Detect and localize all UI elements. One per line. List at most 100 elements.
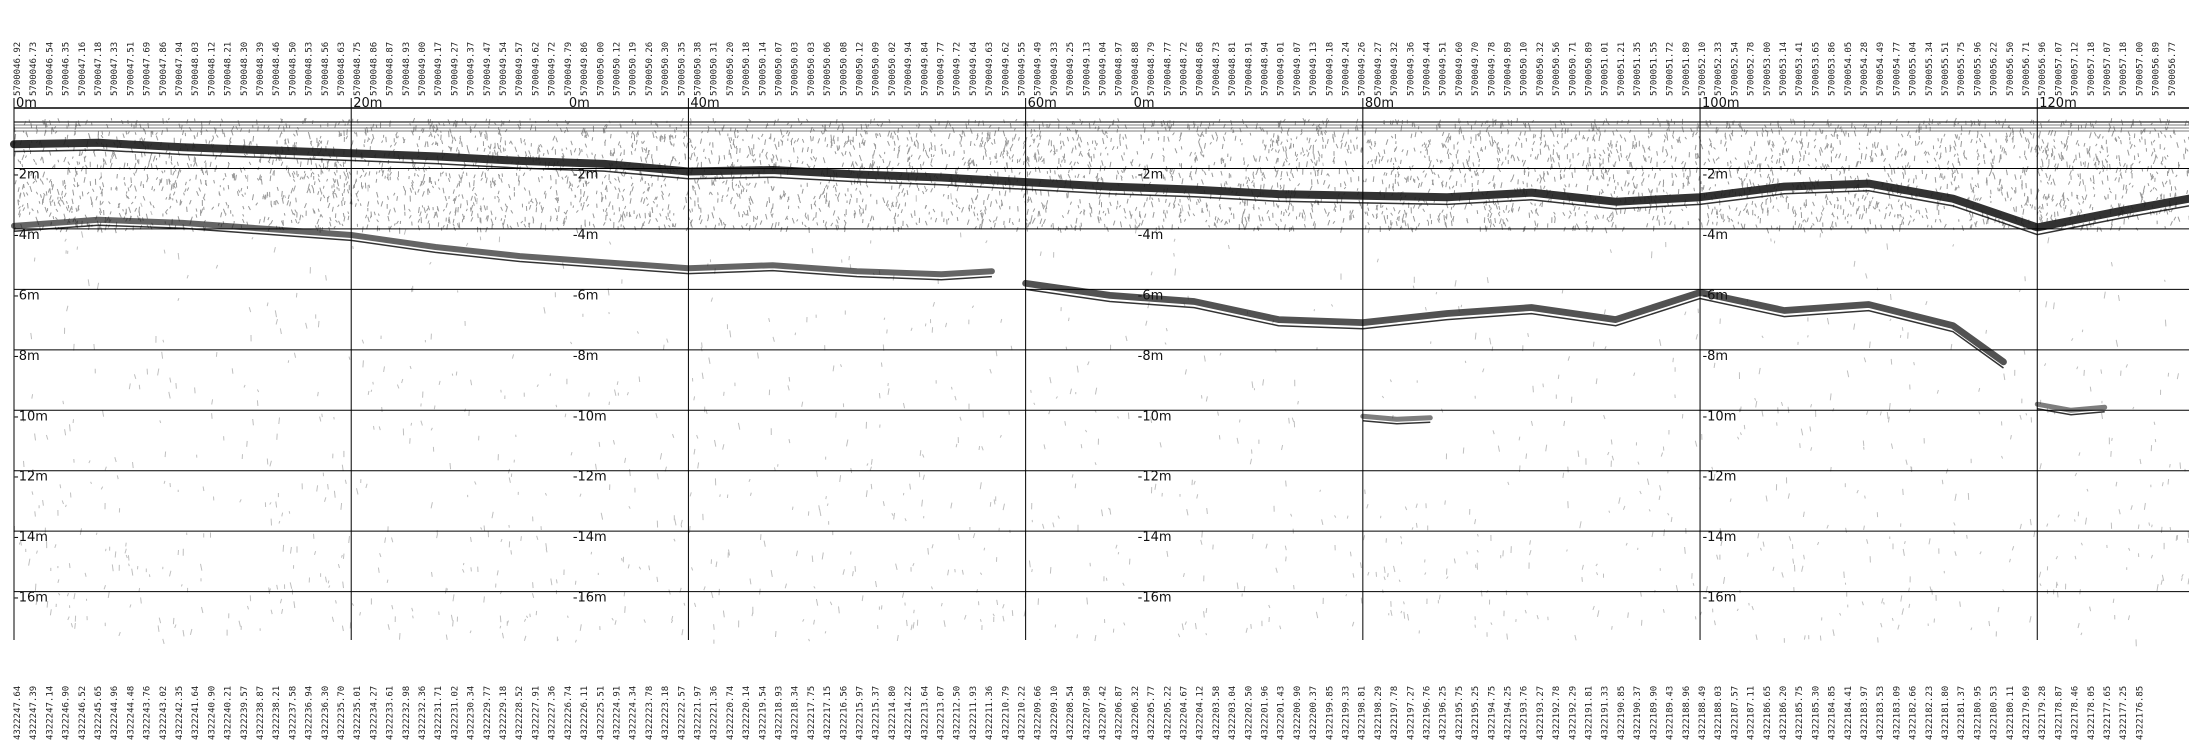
top-coordinate-label: 5700056.71 [2022, 42, 2032, 96]
bottom-coordinate-label: 4322231.02 [450, 686, 460, 740]
top-coordinate-label: 5700057.07 [2103, 42, 2113, 96]
top-coordinate-label: 5700049.32 [1390, 42, 1400, 96]
top-coordinate-label: 5700049.27 [450, 42, 460, 96]
bottom-coordinate-label: 4322182.23 [1925, 686, 1935, 740]
top-coordinate-label: 5700051.55 [1649, 42, 1659, 96]
bottom-coordinate-label: 4322185.30 [1811, 686, 1821, 740]
bottom-coordinate-label: 4322236.94 [305, 686, 315, 740]
top-coordinate-label: 5700054.49 [1876, 42, 1886, 96]
reflector-layer [10, 138, 2189, 425]
bottom-coordinate-label: 4322235.70 [337, 686, 347, 740]
bottom-coordinate-label: 4322240.90 [207, 686, 217, 740]
top-coordinate-label: 5700046.73 [29, 42, 39, 96]
bottom-coordinate-label: 4322193.76 [1520, 686, 1530, 740]
top-coordinate-label: 5700054.28 [1860, 42, 1870, 96]
bottom-coordinate-label: 4322243.02 [159, 686, 169, 740]
bottom-coordinate-label: 4322184.41 [1844, 686, 1854, 740]
bottom-coordinate-label: 4322206.32 [1131, 686, 1141, 740]
bottom-coordinate-label: 4322193.27 [1536, 686, 1546, 740]
bottom-coordinate-label: 4322228.52 [515, 686, 525, 740]
x-tick-label: 40m [690, 96, 719, 111]
bottom-coordinate-label: 4322222.57 [677, 686, 687, 740]
depth-tick-label: -6m [14, 288, 40, 303]
bottom-coordinate-label: 4322191.81 [1585, 686, 1595, 740]
top-coordinate-label: 5700050.07 [775, 42, 785, 96]
bottom-coordinate-label: 4322217.75 [807, 686, 817, 740]
top-coordinate-label: 5700055.96 [1973, 42, 1983, 96]
bottom-coordinate-label: 4322181.37 [1957, 686, 1967, 740]
bottom-coordinate-label: 4322238.87 [256, 686, 266, 740]
top-coordinate-label: 5700049.24 [1342, 42, 1352, 96]
bottom-coordinate-label: 4322176.85 [2135, 686, 2145, 740]
top-coordinate-label: 5700047.94 [175, 42, 185, 96]
x-extra-label: 0m [1134, 96, 1155, 111]
depth-tick-label: -14m [573, 530, 607, 545]
top-coordinate-label: 5700048.30 [240, 42, 250, 96]
bottom-coordinate-label: 4322236.30 [321, 686, 331, 740]
bottom-coordinate-label: 4322199.85 [1325, 686, 1335, 740]
top-coordinate-label: 5700053.14 [1779, 42, 1789, 96]
top-coordinate-label: 5700052.54 [1730, 42, 1740, 96]
x-extra-label: 0m [569, 96, 590, 111]
bottom-coordinate-label: 4322234.27 [369, 686, 379, 740]
bottom-coordinate-label: 4322201.96 [1261, 686, 1271, 740]
top-coordinate-label: 5700049.13 [1309, 42, 1319, 96]
bottom-coordinate-label: 4322215.97 [856, 686, 866, 740]
bottom-coordinate-label: 4322210.22 [1018, 686, 1028, 740]
bottom-coordinate-label: 4322186.20 [1779, 686, 1789, 740]
top-coordinate-label: 5700049.60 [1455, 42, 1465, 96]
top-coordinate-label: 5700051.72 [1666, 42, 1676, 96]
top-coordinate-label: 5700049.62 [531, 42, 541, 96]
top-coordinate-label: 5700050.08 [839, 42, 849, 96]
top-coordinate-label: 5700048.46 [272, 42, 282, 96]
bottom-coordinate-label: 4322178.05 [2087, 686, 2097, 740]
bottom-coordinate-label: 4322197.78 [1390, 686, 1400, 740]
top-coordinate-label: 5700049.77 [937, 42, 947, 96]
top-coordinate-label: 5700048.72 [1180, 42, 1190, 96]
top-coordinate-label: 5700049.04 [1099, 42, 1109, 96]
top-coordinate-label: 5700048.68 [1196, 42, 1206, 96]
top-coordinate-label: 5700049.79 [564, 42, 574, 96]
bottom-coordinate-label: 4322225.51 [596, 686, 606, 740]
bottom-coordinate-label: 4322196.76 [1423, 686, 1433, 740]
reflector-1-echo [13, 149, 2189, 236]
bottom-coordinate-label: 4322207.42 [1099, 686, 1109, 740]
depth-tick-label: -8m [573, 349, 599, 364]
bottom-coordinate-label: 4322220.14 [742, 686, 752, 740]
bottom-coordinate-label: 4322213.64 [920, 686, 930, 740]
top-coordinate-label: 5700052.33 [1714, 42, 1724, 96]
top-coordinate-label: 5700048.53 [305, 42, 315, 96]
bottom-coordinate-label: 4322209.10 [1050, 686, 1060, 740]
top-coordinate-label: 5700048.21 [224, 42, 234, 96]
top-coordinate-label: 5700050.26 [645, 42, 655, 96]
depth-tick-label: -14m [1702, 530, 1736, 545]
top-coordinate-label: 5700046.54 [45, 42, 55, 96]
bottom-coordinate-label: 4322226.74 [564, 686, 574, 740]
bottom-coordinate-label: 4322178.87 [2054, 686, 2064, 740]
depth-tick-label: -2m [1138, 167, 1164, 182]
top-coordinate-label: 5700048.87 [386, 42, 396, 96]
bottom-coordinate-label: 4322247.39 [29, 686, 39, 740]
bottom-coordinate-label: 4322211.93 [969, 686, 979, 740]
bottom-coordinate-label: 4322179.69 [2022, 686, 2032, 740]
top-coordinate-label: 5700049.01 [1277, 42, 1287, 96]
bottom-coordinate-label: 4322214.22 [904, 686, 914, 740]
top-coordinate-label: 5700047.18 [94, 42, 104, 96]
x-tick-label: 120m [2039, 96, 2076, 111]
top-coordinate-label: 5700048.56 [321, 42, 331, 96]
top-coordinate-label: 5700050.38 [694, 42, 704, 96]
top-coordinate-label: 5700047.86 [159, 42, 169, 96]
bottom-coordinate-label: 4322231.71 [434, 686, 444, 740]
top-coordinate-label: 5700049.36 [1406, 42, 1416, 96]
bottom-coordinate-label: 4322221.36 [710, 686, 720, 740]
depth-tick-label: -12m [1702, 470, 1736, 485]
reflector-4-echo [1362, 420, 1431, 425]
x-tick-label: 60m [1028, 96, 1057, 111]
bottom-coordinate-label: 4322198.29 [1374, 686, 1384, 740]
top-coordinate-label: 5700046.92 [13, 42, 23, 96]
top-coordinate-label: 5700050.35 [677, 42, 687, 96]
top-coordinate-label: 5700049.72 [548, 42, 558, 96]
depth-tick-label: -2m [573, 167, 599, 182]
bottom-coordinate-label: 4322177.65 [2103, 686, 2113, 740]
depth-tick-label: -4m [1138, 228, 1164, 243]
